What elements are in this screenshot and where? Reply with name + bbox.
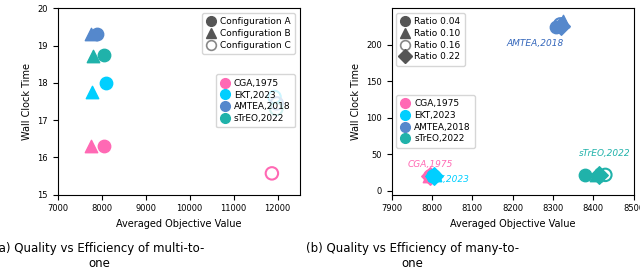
- Point: [551, 24, 561, 29]
- Point: [429, 174, 439, 178]
- Legend: CGA,1975, EKT,2023, AMTEA,2018, sTrEO,2022: CGA,1975, EKT,2023, AMTEA,2018, sTrEO,20…: [396, 95, 476, 148]
- Point: [424, 173, 434, 178]
- Text: CGA,1975: CGA,1975: [408, 160, 453, 169]
- Point: [101, 81, 111, 85]
- Text: (a) Quality vs Efficiency of multi-to-
one: (a) Quality vs Efficiency of multi-to- o…: [0, 242, 204, 270]
- Point: [558, 19, 568, 23]
- Point: [429, 174, 440, 178]
- Point: [600, 173, 611, 177]
- Text: sTrEO,2022: sTrEO,2022: [579, 149, 631, 158]
- Y-axis label: Wall Clock Time: Wall Clock Time: [351, 63, 360, 140]
- Text: AMTEA,2018: AMTEA,2018: [506, 39, 564, 48]
- Point: [269, 95, 280, 99]
- Point: [591, 173, 602, 177]
- Point: [86, 144, 96, 148]
- Point: [594, 173, 604, 177]
- X-axis label: Averaged Objective Value: Averaged Objective Value: [116, 219, 241, 229]
- Point: [92, 31, 102, 36]
- Point: [99, 144, 109, 148]
- Legend: CGA,1975, EKT,2023, AMTEA,2018, sTrEO,2022: CGA,1975, EKT,2023, AMTEA,2018, sTrEO,20…: [216, 74, 295, 128]
- Point: [267, 171, 277, 176]
- Point: [426, 174, 436, 178]
- Point: [86, 31, 96, 36]
- Text: EKT,2023: EKT,2023: [428, 175, 470, 184]
- Point: [428, 174, 438, 178]
- Point: [556, 24, 566, 28]
- Point: [555, 22, 565, 27]
- Point: [88, 54, 98, 58]
- Point: [271, 107, 282, 111]
- Point: [271, 101, 282, 106]
- Point: [425, 174, 435, 178]
- Point: [87, 90, 97, 94]
- X-axis label: Averaged Objective Value: Averaged Objective Value: [450, 219, 575, 229]
- Point: [430, 173, 440, 177]
- Text: (b) Quality vs Efficiency of many-to-
one: (b) Quality vs Efficiency of many-to- on…: [306, 242, 520, 270]
- Point: [425, 174, 435, 178]
- Y-axis label: Wall Clock Time: Wall Clock Time: [22, 63, 32, 140]
- Point: [580, 173, 590, 177]
- Point: [99, 53, 109, 57]
